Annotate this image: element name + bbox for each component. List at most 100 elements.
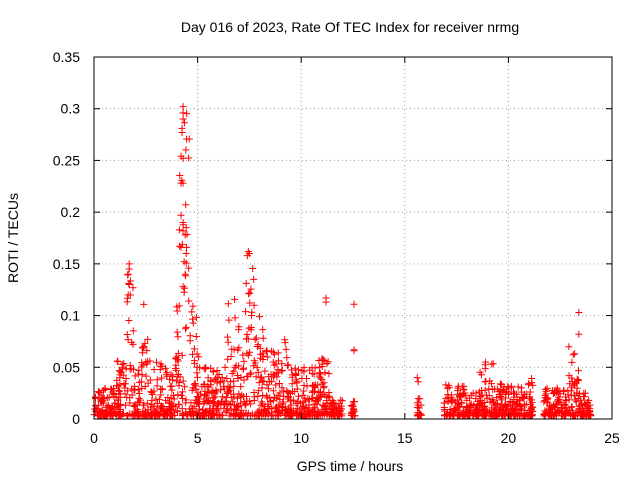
data-point (253, 343, 261, 351)
data-point (264, 394, 272, 402)
data-point (195, 395, 203, 403)
data-point (111, 399, 119, 407)
data-point (528, 379, 536, 387)
data-point (311, 364, 319, 372)
data-point (572, 379, 580, 387)
data-point (303, 382, 311, 390)
data-point (251, 335, 259, 343)
data-point (252, 373, 260, 381)
data-point (505, 389, 513, 397)
data-point (97, 391, 105, 399)
data-point (179, 109, 187, 117)
data-point (189, 319, 197, 327)
data-point (460, 385, 468, 393)
data-point (560, 410, 568, 418)
data-point (264, 400, 272, 408)
data-point (141, 411, 149, 419)
data-point (253, 412, 261, 420)
data-point (113, 403, 121, 411)
data-point (177, 243, 185, 251)
y-axis-label: ROTI / TECUs (5, 193, 21, 283)
data-point (155, 396, 163, 404)
data-point (252, 334, 260, 342)
data-point (263, 392, 271, 400)
data-point (259, 349, 267, 357)
data-point (250, 301, 258, 309)
data-point (219, 411, 227, 419)
data-point (190, 412, 198, 420)
data-point (440, 399, 448, 407)
data-point (201, 390, 209, 398)
data-point (269, 348, 277, 356)
data-point (274, 349, 282, 357)
data-point (140, 401, 148, 409)
data-point (507, 384, 515, 392)
data-point (233, 394, 241, 402)
data-point (501, 389, 509, 397)
data-point (513, 390, 521, 398)
data-point (129, 284, 137, 292)
data-point (203, 398, 211, 406)
data-point (215, 399, 223, 407)
data-point (181, 270, 189, 278)
data-point (259, 326, 267, 334)
data-point (163, 368, 171, 376)
data-point (199, 412, 207, 420)
data-point (189, 302, 197, 310)
data-point (286, 397, 294, 405)
data-point (281, 336, 289, 344)
y-tick-label: 0.2 (61, 204, 81, 220)
data-point (185, 264, 193, 272)
data-point (124, 271, 132, 279)
data-point (178, 240, 186, 248)
x-tick-label: 25 (604, 430, 620, 446)
data-point (242, 308, 250, 316)
data-point (178, 411, 186, 419)
data-point (178, 405, 186, 413)
data-point (174, 349, 182, 357)
data-point (253, 364, 261, 372)
data-point (293, 379, 301, 387)
data-point (189, 315, 197, 323)
data-point (485, 385, 493, 393)
data-point (581, 393, 589, 401)
data-point (182, 408, 190, 416)
data-point (120, 380, 128, 388)
data-point (254, 368, 262, 376)
data-point (201, 365, 209, 373)
data-point (189, 384, 197, 392)
data-point (124, 291, 132, 299)
data-point (247, 326, 255, 334)
data-point (450, 412, 458, 420)
data-point (466, 404, 474, 412)
x-tick-label: 15 (397, 430, 413, 446)
data-point (212, 374, 220, 382)
data-point (215, 371, 223, 379)
data-point (282, 345, 290, 353)
data-point (542, 390, 550, 398)
data-point (128, 391, 136, 399)
data-point (467, 400, 475, 408)
data-point (455, 393, 463, 401)
data-point (224, 300, 232, 308)
data-point (144, 335, 152, 343)
data-point (241, 401, 249, 409)
data-point (156, 410, 164, 418)
data-point (224, 405, 232, 413)
data-point (246, 370, 254, 378)
data-point (580, 412, 588, 420)
data-point (285, 389, 293, 397)
data-point (125, 281, 133, 289)
data-point (256, 374, 264, 382)
data-point (481, 378, 489, 386)
data-point (581, 389, 589, 397)
data-point (156, 366, 164, 374)
data-point (256, 313, 264, 321)
data-point (488, 360, 496, 368)
data-point (126, 277, 134, 285)
data-point (124, 336, 132, 344)
data-point (239, 351, 247, 359)
data-point (211, 376, 219, 384)
data-point (115, 407, 123, 415)
data-point (138, 363, 146, 371)
